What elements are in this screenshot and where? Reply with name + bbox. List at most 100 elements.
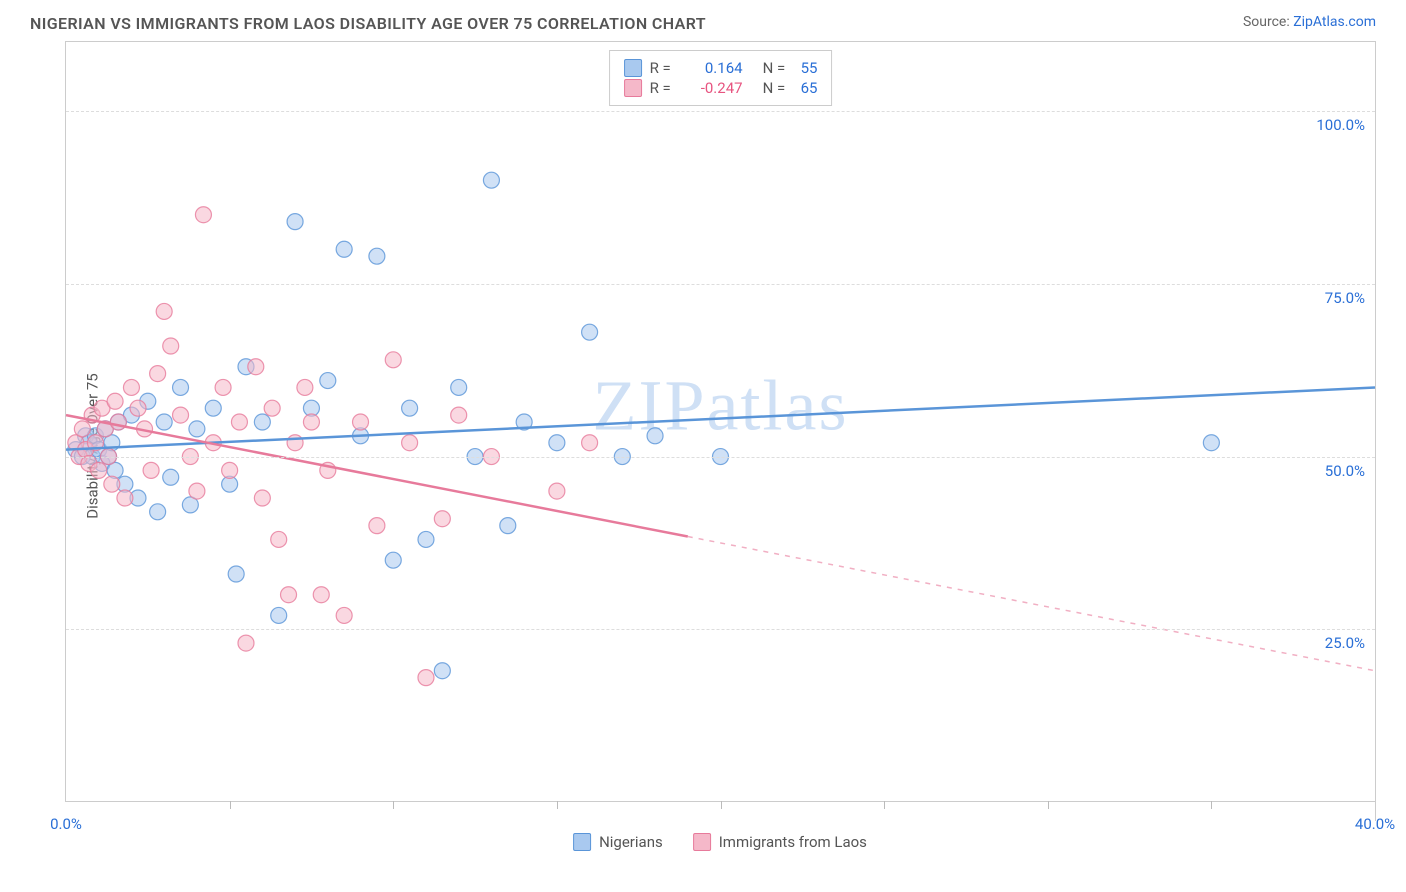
data-point bbox=[150, 504, 166, 520]
legend-swatch bbox=[624, 79, 642, 97]
series-name: Nigerians bbox=[599, 833, 663, 851]
data-point bbox=[91, 462, 107, 478]
x-tick bbox=[1048, 801, 1049, 809]
legend-row: R = -0.247 N = 65 bbox=[624, 79, 818, 97]
data-point bbox=[418, 531, 434, 547]
data-point bbox=[222, 462, 238, 478]
data-point bbox=[189, 421, 205, 437]
data-point bbox=[156, 414, 172, 430]
data-point bbox=[402, 400, 418, 416]
x-tick bbox=[721, 801, 722, 809]
series-legend-item: Immigrants from Laos bbox=[693, 833, 867, 851]
data-point bbox=[156, 303, 172, 319]
data-point bbox=[150, 366, 166, 382]
data-point bbox=[434, 511, 450, 527]
data-point bbox=[451, 407, 467, 423]
data-point bbox=[369, 518, 385, 534]
x-tick bbox=[884, 801, 885, 809]
data-point bbox=[336, 607, 352, 623]
data-point bbox=[173, 407, 189, 423]
data-point bbox=[287, 214, 303, 230]
y-tick-label: 50.0% bbox=[1325, 462, 1365, 480]
data-point bbox=[1203, 435, 1219, 451]
data-point bbox=[297, 379, 313, 395]
x-tick bbox=[393, 801, 394, 809]
data-point bbox=[107, 393, 123, 409]
gridline bbox=[66, 284, 1375, 285]
x-tick bbox=[1211, 801, 1212, 809]
data-point bbox=[215, 379, 231, 395]
data-point bbox=[281, 587, 297, 603]
data-point bbox=[189, 483, 205, 499]
series-legend: Nigerians Immigrants from Laos bbox=[573, 833, 867, 851]
chart-svg bbox=[66, 42, 1375, 801]
n-value: 65 bbox=[801, 79, 818, 97]
legend-swatch bbox=[693, 833, 711, 851]
data-point bbox=[163, 469, 179, 485]
data-point bbox=[254, 490, 270, 506]
data-point bbox=[248, 359, 264, 375]
source-link[interactable]: ZipAtlas.com bbox=[1293, 14, 1376, 30]
data-point bbox=[130, 400, 146, 416]
x-tick-label: 0.0% bbox=[50, 815, 82, 833]
legend-row: R = 0.164 N = 55 bbox=[624, 59, 818, 77]
data-point bbox=[582, 324, 598, 340]
data-point bbox=[104, 476, 120, 492]
x-tick bbox=[230, 801, 231, 809]
y-tick-label: 100.0% bbox=[1316, 116, 1365, 134]
data-point bbox=[451, 379, 467, 395]
data-point bbox=[271, 531, 287, 547]
data-point bbox=[353, 414, 369, 430]
data-point bbox=[303, 414, 319, 430]
data-point bbox=[336, 241, 352, 257]
data-point bbox=[163, 338, 179, 354]
gridline bbox=[66, 457, 1375, 458]
data-point bbox=[313, 587, 329, 603]
data-point bbox=[195, 207, 211, 223]
y-tick-label: 25.0% bbox=[1325, 634, 1365, 652]
data-point bbox=[385, 552, 401, 568]
source-prefix: Source: bbox=[1243, 14, 1293, 30]
data-point bbox=[74, 421, 90, 437]
plot-area: ZIPatlas R =0.164N =55R =-0.247N =65 25.… bbox=[65, 42, 1375, 802]
data-point bbox=[143, 462, 159, 478]
r-label: R = bbox=[650, 59, 680, 77]
series-name: Immigrants from Laos bbox=[719, 833, 867, 851]
legend-swatch bbox=[624, 59, 642, 77]
data-point bbox=[287, 435, 303, 451]
data-point bbox=[647, 428, 663, 444]
data-point bbox=[385, 352, 401, 368]
series-legend-item: Nigerians bbox=[573, 833, 663, 851]
correlation-legend: R = 0.164 N = 55 R = -0.247 N = 65 bbox=[609, 50, 833, 106]
chart-title: NIGERIAN VS IMMIGRANTS FROM LAOS DISABIL… bbox=[30, 14, 706, 33]
data-point bbox=[205, 400, 221, 416]
y-tick-label: 75.0% bbox=[1325, 289, 1365, 307]
r-value: 0.164 bbox=[688, 59, 743, 77]
data-point bbox=[418, 670, 434, 686]
n-label: N = bbox=[763, 79, 793, 97]
n-value: 55 bbox=[801, 59, 818, 77]
data-point bbox=[231, 414, 247, 430]
data-point bbox=[549, 483, 565, 499]
gridline bbox=[66, 111, 1375, 112]
data-point bbox=[320, 373, 336, 389]
trend-line-extrapolated bbox=[688, 537, 1375, 671]
data-point bbox=[500, 518, 516, 534]
data-point bbox=[271, 607, 287, 623]
gridline bbox=[66, 629, 1375, 630]
data-point bbox=[434, 663, 450, 679]
x-tick-label: 40.0% bbox=[1355, 815, 1395, 833]
data-point bbox=[369, 248, 385, 264]
data-point bbox=[582, 435, 598, 451]
data-point bbox=[264, 400, 280, 416]
r-label: R = bbox=[650, 79, 680, 97]
data-point bbox=[254, 414, 270, 430]
data-point bbox=[402, 435, 418, 451]
legend-swatch bbox=[573, 833, 591, 851]
r-value: -0.247 bbox=[688, 79, 743, 97]
data-point bbox=[549, 435, 565, 451]
data-point bbox=[483, 172, 499, 188]
data-point bbox=[173, 379, 189, 395]
n-label: N = bbox=[763, 59, 793, 77]
data-point bbox=[228, 566, 244, 582]
